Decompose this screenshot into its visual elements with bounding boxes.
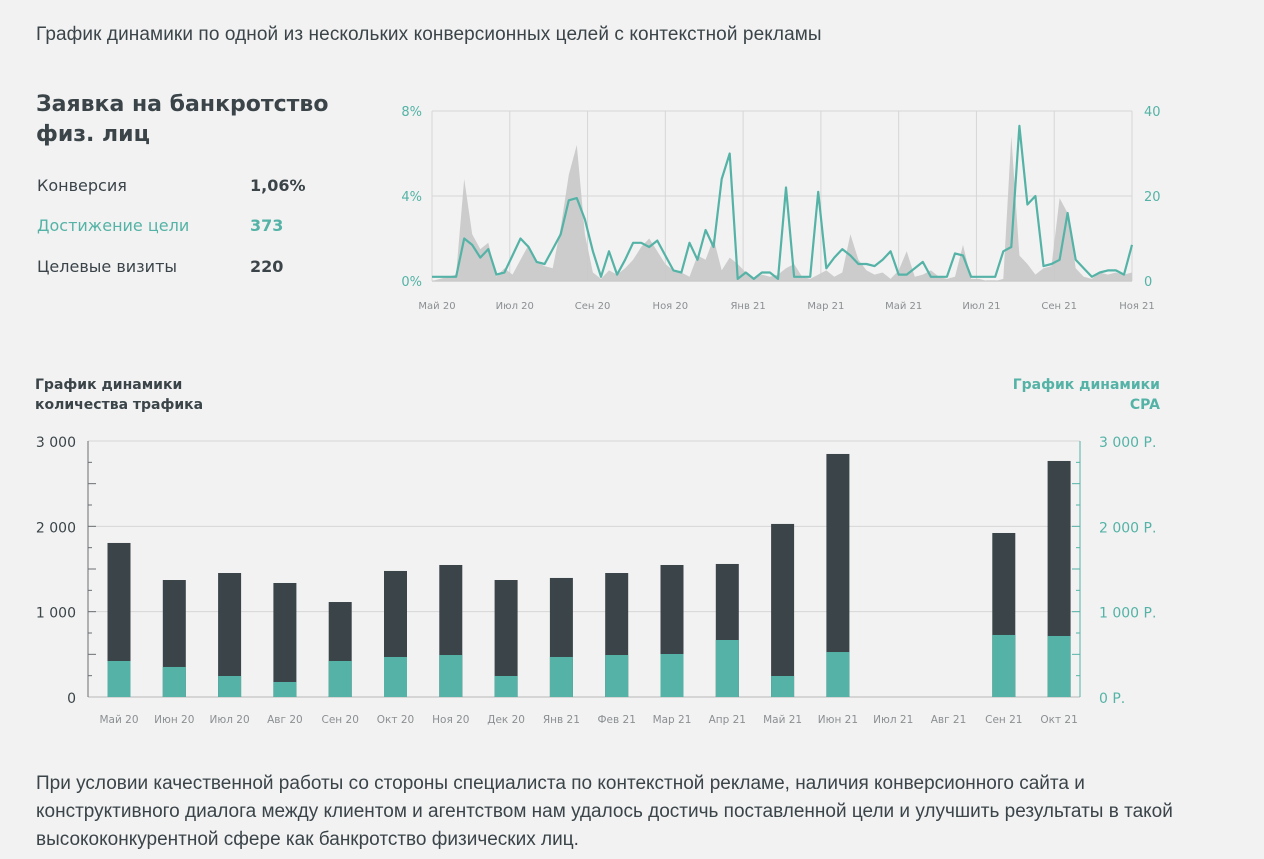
y-left-tick-label: 3 000	[36, 435, 76, 451]
x-tick-label: Дек 20	[487, 714, 525, 726]
x-tick-label: Май 21	[885, 301, 922, 312]
line-chart-area-series	[432, 136, 1132, 281]
bar-cpa	[328, 660, 352, 697]
y-right-tick-label: 2 000 Р.	[1099, 520, 1156, 536]
y-right-tick-label: 0 Р.	[1099, 691, 1125, 707]
x-tick-label: Сен 20	[575, 301, 611, 312]
y-right-tick-label: 40	[1144, 105, 1161, 120]
x-tick-label: Сен 21	[1041, 301, 1077, 312]
x-tick-label: Май 20	[99, 714, 138, 726]
cpa-chart-title: График динамики CPA	[1012, 377, 1160, 413]
x-tick-label: Сен 20	[322, 714, 359, 726]
bar-cpa	[660, 653, 684, 697]
y-right-tick-label: 1 000 Р.	[1099, 606, 1156, 622]
bar-chart-bars	[107, 453, 1071, 697]
metric-value: 373	[250, 216, 284, 235]
metric-label: Достижение цели	[37, 216, 190, 235]
x-tick-label: Июн 21	[818, 714, 858, 726]
bar-chart-axes: 0 1 000 2 000 3 000 0 Р. 1 000 Р. 2 000 Р. 3 00…	[36, 435, 1157, 726]
y-left-tick-label: 0%	[401, 275, 422, 290]
y-right-tick-label: 3 000 Р.	[1099, 435, 1156, 451]
footer-description: При условии качественной работы со сторо…	[36, 773, 1173, 850]
bar-cpa	[384, 656, 407, 697]
metric-label: Конверсия	[37, 176, 127, 195]
x-tick-label: Май 20	[418, 301, 455, 312]
bar-cpa	[771, 676, 795, 697]
bar-cpa	[439, 655, 463, 697]
x-tick-label: Ноя 21	[1119, 301, 1155, 312]
x-tick-label: Апр 21	[709, 714, 746, 726]
bar-cpa	[1047, 635, 1071, 697]
bar-chart-grid	[88, 440, 1080, 698]
x-tick-label: Мар 21	[807, 301, 844, 312]
line-chart-axes: 0% 4% 8% 0 20 40 Май 20 Июл 20 Сен 20 Ноя 20 Янв 2…	[401, 105, 1160, 312]
metric-label: Целевые визиты	[37, 257, 178, 276]
x-tick-label: Фев 21	[598, 714, 636, 726]
traffic-cpa-bar-chart: 0 1 000 2 000 3 000 0 Р. 1 000 Р. 2 000 Р. 3 00…	[36, 435, 1157, 726]
goal-title: Заявка на банкротство физ. лиц	[36, 92, 329, 147]
bar-traffic	[273, 582, 297, 697]
bar-cpa	[494, 676, 518, 697]
x-tick-label: Янв 21	[543, 714, 580, 726]
x-tick-label: Сен 21	[985, 714, 1022, 726]
bar-cpa	[218, 676, 242, 697]
page-title: График динамики по одной из нескольких к…	[36, 24, 822, 45]
bar-cpa	[715, 639, 739, 697]
traffic-chart-title: График динамики количества трафика	[35, 377, 204, 413]
bar-cpa	[992, 634, 1016, 697]
bar-cpa	[107, 660, 131, 697]
x-tick-label: Май 21	[763, 714, 802, 726]
bar-traffic	[218, 573, 242, 697]
bar-cpa	[549, 656, 573, 697]
y-left-tick-label: 0	[67, 691, 76, 707]
x-tick-label: Мар 21	[653, 714, 692, 726]
bar-traffic	[771, 523, 795, 697]
x-tick-label: Янв 21	[730, 301, 765, 312]
x-tick-label: Июл 20	[496, 301, 534, 312]
y-left-tick-label: 1 000	[36, 606, 76, 622]
x-tick-label: Июл 21	[962, 301, 1000, 312]
conversion-line-chart: 0% 4% 8% 0 20 40 Май 20 Июл 20 Сен 20 Ноя 20 Янв 2…	[401, 105, 1160, 312]
x-tick-label: Июл 21	[873, 714, 913, 726]
y-right-tick-label: 0	[1144, 275, 1152, 290]
bar-cpa	[826, 652, 850, 697]
bar-traffic	[826, 453, 850, 697]
x-tick-label: Окт 21	[1040, 714, 1077, 726]
y-left-tick-label: 4%	[401, 190, 422, 205]
bar-traffic	[107, 542, 131, 697]
y-right-tick-label: 20	[1144, 190, 1161, 205]
conversion-area	[432, 136, 1132, 281]
bar-cpa	[605, 655, 629, 697]
y-left-tick-label: 8%	[401, 105, 422, 120]
y-left-tick-label: 2 000	[36, 520, 76, 536]
goal-achievements-line	[432, 124, 1134, 280]
x-tick-label: Ноя 20	[653, 301, 689, 312]
bar-cpa	[162, 666, 186, 697]
x-tick-label: Окт 20	[377, 714, 414, 726]
x-tick-label: Ноя 20	[432, 714, 469, 726]
bar-traffic	[494, 580, 518, 697]
x-tick-label: Июн 20	[154, 714, 194, 726]
x-tick-label: Авг 21	[931, 714, 967, 726]
line-chart-line-series	[431, 124, 1134, 280]
x-tick-label: Июл 20	[210, 714, 250, 726]
metric-value: 220	[250, 257, 284, 276]
bar-cpa	[273, 681, 297, 697]
x-tick-label: Авг 20	[267, 714, 303, 726]
metric-value: 1,06%	[250, 176, 306, 195]
